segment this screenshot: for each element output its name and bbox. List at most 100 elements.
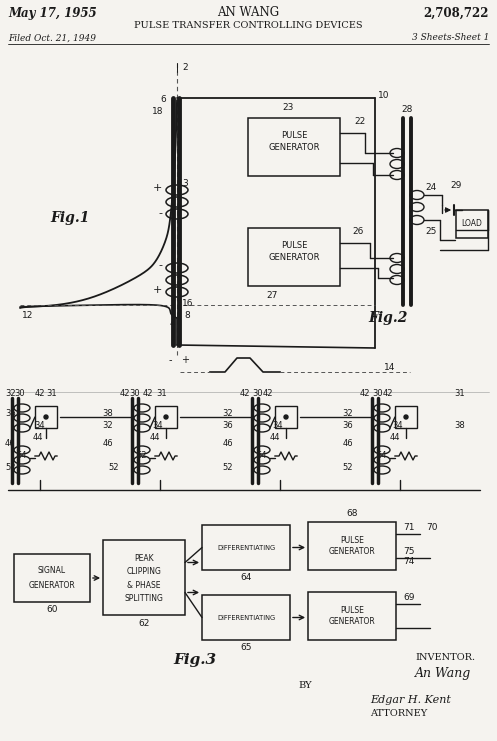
Text: May 17, 1955: May 17, 1955 [8,7,96,19]
Text: 18: 18 [152,107,163,116]
Bar [202,525,290,570]
Text: Filed Oct. 21, 1949: Filed Oct. 21, 1949 [8,33,96,42]
Ellipse shape [254,424,270,432]
Text: -: - [168,355,172,365]
Ellipse shape [410,216,424,225]
Text: 38: 38 [455,420,465,430]
Text: GENERATOR: GENERATOR [329,548,375,556]
Text: 24: 24 [425,184,436,193]
Text: PULSE: PULSE [281,242,307,250]
Text: 32: 32 [343,408,353,417]
Text: 69: 69 [404,594,415,602]
Text: PULSE: PULSE [340,605,364,615]
Ellipse shape [410,190,424,199]
Text: 44: 44 [270,433,280,442]
Text: 38: 38 [102,408,113,417]
Text: GENERATOR: GENERATOR [268,144,320,153]
Text: 54: 54 [377,451,387,459]
Circle shape [284,415,288,419]
Ellipse shape [410,202,424,211]
Ellipse shape [134,466,150,474]
Ellipse shape [14,456,30,464]
Text: 34: 34 [273,420,283,430]
Text: 54: 54 [257,451,267,459]
Text: GENERATOR: GENERATOR [29,581,76,590]
Ellipse shape [134,414,150,422]
Text: 36: 36 [223,420,234,430]
Text: 52: 52 [343,464,353,473]
Text: 71: 71 [404,523,415,533]
Ellipse shape [166,197,188,207]
Text: 31: 31 [157,388,167,397]
Text: 8: 8 [184,310,190,319]
Text: 46: 46 [223,439,233,448]
Text: 22: 22 [354,118,366,127]
Text: -: - [158,260,162,270]
Text: & PHASE: & PHASE [127,580,161,590]
Text: 46: 46 [5,439,15,448]
Text: Fig.3: Fig.3 [173,653,217,667]
Ellipse shape [390,148,404,158]
Ellipse shape [14,414,30,422]
Text: DIFFERENTIATING: DIFFERENTIATING [217,545,275,551]
Text: 27: 27 [266,291,277,301]
Text: 75: 75 [404,548,415,556]
Text: 30: 30 [130,388,140,397]
Text: 14: 14 [384,362,396,371]
Bar [155,406,177,428]
Text: 52: 52 [5,464,15,473]
Text: 68: 68 [346,510,358,519]
Ellipse shape [390,265,404,273]
Text: +: + [153,285,162,295]
Text: +: + [153,183,162,193]
Circle shape [44,415,48,419]
Text: 32: 32 [223,408,233,417]
Text: 30: 30 [252,388,263,397]
Ellipse shape [374,466,390,474]
Text: 12: 12 [22,311,33,321]
Text: 42: 42 [240,388,250,397]
Ellipse shape [374,424,390,432]
Bar [395,406,417,428]
Text: CLIPPING: CLIPPING [127,567,162,576]
Text: 34: 34 [153,420,164,430]
Text: BY: BY [298,680,312,689]
Bar [456,210,488,238]
Ellipse shape [374,414,390,422]
Text: 42: 42 [383,388,393,397]
Bar [308,592,396,640]
Text: 2,708,722: 2,708,722 [423,7,489,19]
Bar [14,554,90,602]
Text: 6: 6 [160,96,166,104]
Text: 62: 62 [138,619,150,628]
Text: 26: 26 [352,227,364,236]
Ellipse shape [254,414,270,422]
Ellipse shape [14,446,30,454]
Circle shape [164,415,168,419]
Ellipse shape [390,159,404,168]
Ellipse shape [390,170,404,179]
Text: 64: 64 [241,574,251,582]
Text: 65: 65 [240,643,252,653]
Bar [35,406,57,428]
Ellipse shape [134,456,150,464]
Text: 36: 36 [342,420,353,430]
Text: 70: 70 [426,523,438,533]
Bar [275,406,297,428]
Text: 4: 4 [170,319,175,328]
Ellipse shape [14,466,30,474]
Ellipse shape [14,404,30,412]
Ellipse shape [166,287,188,297]
Text: GENERATOR: GENERATOR [268,253,320,262]
Circle shape [404,415,408,419]
Text: 28: 28 [401,105,413,115]
Text: An Wang: An Wang [415,666,471,679]
Text: 32: 32 [5,388,15,397]
Text: 25: 25 [425,227,436,236]
Text: 54: 54 [17,451,27,459]
Text: Fig.2: Fig.2 [368,311,408,325]
Text: 52: 52 [137,451,147,459]
Text: 30: 30 [373,388,383,397]
Text: 52: 52 [108,464,118,473]
Text: 34: 34 [393,420,403,430]
